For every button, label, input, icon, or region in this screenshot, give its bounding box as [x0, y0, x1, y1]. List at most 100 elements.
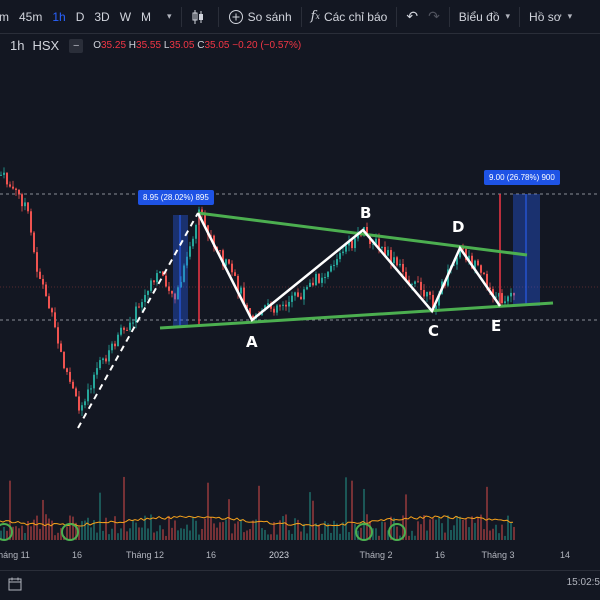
interval-M[interactable]: M [141, 9, 152, 24]
lower-trendline [159, 301, 554, 330]
candle-body [282, 304, 284, 306]
redo-button[interactable]: ↷ [423, 0, 445, 34]
candle-body [252, 315, 254, 319]
compare-button[interactable]: So sánh [223, 0, 297, 34]
volume-bar [195, 520, 197, 540]
candle-body [159, 271, 161, 274]
candle-body [156, 273, 158, 283]
volume-bar [363, 488, 365, 540]
volume-bar [237, 521, 239, 540]
volume-bar [273, 522, 275, 540]
candle-body [72, 381, 74, 389]
candle-body [483, 272, 485, 274]
chart-type-button[interactable] [186, 0, 214, 34]
candle-body [135, 306, 137, 323]
volume-bar [408, 535, 410, 540]
candle-body [324, 277, 326, 279]
chevron-down-icon: ▾ [505, 11, 511, 21]
candle-body [84, 401, 86, 406]
volume-bar [150, 514, 152, 540]
candle-body [132, 322, 134, 324]
calendar-range-icon[interactable] [8, 577, 22, 594]
candle-body [177, 287, 179, 300]
candle-body [489, 287, 491, 290]
profile-menu-button[interactable]: Hồ sơ ▾ [524, 0, 577, 34]
candle-body [480, 265, 482, 273]
candle-body [153, 280, 155, 283]
volume-bar [75, 522, 77, 540]
candle-body [213, 235, 215, 247]
candle-body [372, 243, 374, 245]
volume-bar [339, 533, 341, 540]
volume-bar [510, 522, 512, 540]
time-label: Tháng 2 [359, 550, 393, 560]
volume-bar [300, 531, 302, 540]
interval-45m[interactable]: 45m [19, 9, 43, 24]
candle-body [378, 238, 380, 248]
candle-body [375, 238, 377, 244]
candle-body [384, 246, 386, 256]
candle-body [162, 271, 164, 276]
interval-3D[interactable]: 3D [94, 9, 110, 24]
volume-bar [279, 520, 281, 540]
candle-body [90, 388, 92, 390]
volume-bar [336, 523, 338, 540]
volume-bar [90, 527, 92, 540]
candle-body [300, 296, 302, 300]
interval-W[interactable]: W [119, 9, 132, 24]
candle-body [249, 308, 251, 316]
collapse-legend-button[interactable]: − [69, 38, 84, 53]
volume-bar [453, 525, 455, 540]
candle-body [15, 188, 17, 190]
candle-body [510, 292, 512, 297]
volume-bar [66, 526, 68, 540]
candle-body [402, 263, 404, 272]
candle-body [243, 287, 245, 305]
volume-bar [306, 533, 308, 540]
volume-bar [444, 532, 446, 540]
volume-bar [324, 521, 326, 540]
candle-body [0, 174, 2, 176]
volume-bar [168, 515, 170, 540]
interval-D[interactable]: D [75, 9, 85, 24]
candle-body [174, 293, 176, 300]
interval-1h[interactable]: 1h [52, 9, 66, 24]
time-axis[interactable]: háng 11 16 Tháng 12 16 2023 16 Tháng 2 1… [0, 544, 600, 564]
low-label: L [163, 40, 170, 51]
volume-bar [120, 528, 122, 540]
volume-bar [54, 535, 56, 540]
wave-label-d: D [452, 218, 465, 236]
undo-button[interactable]: ↶ [401, 0, 423, 34]
candle-body [48, 296, 50, 309]
candle-body [78, 396, 80, 411]
chart-menu-button[interactable]: Biểu đồ ▾ [454, 0, 515, 34]
legend-exchange[interactable]: HSX [32, 38, 60, 53]
candle-body [183, 265, 185, 282]
divider [396, 6, 398, 27]
impulse-dashed-line [77, 212, 199, 429]
candle-body [51, 308, 53, 313]
volume-bar [219, 522, 221, 540]
candle-body [81, 405, 83, 411]
volume-bar [147, 528, 149, 540]
candles [0, 167, 515, 416]
candle-body [168, 286, 170, 291]
candle-body [435, 305, 437, 311]
candle-body [3, 172, 5, 175]
candle-body [12, 186, 14, 189]
candle-body [438, 294, 440, 306]
legend-interval[interactable]: 1h [10, 38, 25, 53]
candle-body [27, 202, 29, 212]
interval-dropdown[interactable]: ▾ [156, 0, 177, 34]
volume-bar [51, 520, 53, 540]
interval-15m[interactable]: 15m [0, 9, 9, 24]
top-toolbar: 15m 45m 1h D 3D W M ▾ So sánh fx Các chỉ… [0, 0, 600, 34]
candle-body [354, 238, 356, 249]
divider [448, 6, 450, 27]
candle-body [513, 292, 515, 296]
open-label: O [93, 40, 101, 51]
volume-bar [420, 524, 422, 540]
volume-bar [450, 529, 452, 540]
